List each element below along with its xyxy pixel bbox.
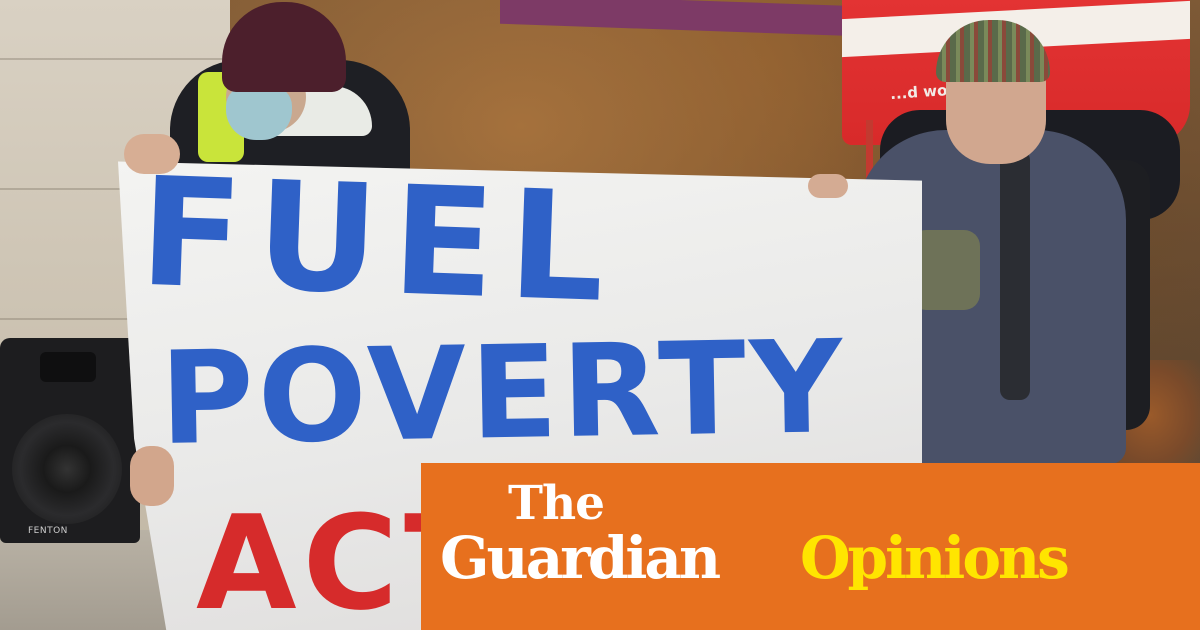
brand-the: The — [508, 476, 605, 531]
loudspeaker: FENTON — [0, 338, 140, 543]
protester-right-hand — [808, 174, 848, 198]
protester-left-lower-hand — [130, 446, 174, 506]
brand-section-opinions: Opinions — [800, 524, 1070, 592]
banner-text-fuel: FUEL — [137, 145, 622, 337]
speaker-cone — [12, 414, 122, 524]
guardian-brand-box — [421, 463, 1200, 630]
speaker-brand-label: FENTON — [28, 526, 68, 536]
brand-guardian: Guardian — [440, 524, 721, 592]
speaker-handle — [40, 352, 96, 382]
protester-left-hand — [124, 134, 180, 174]
banner-text-poverty: POVERTY — [158, 313, 848, 474]
backpack-strap — [1000, 150, 1030, 400]
face-mask — [226, 86, 292, 140]
beanie-hat — [222, 2, 346, 92]
